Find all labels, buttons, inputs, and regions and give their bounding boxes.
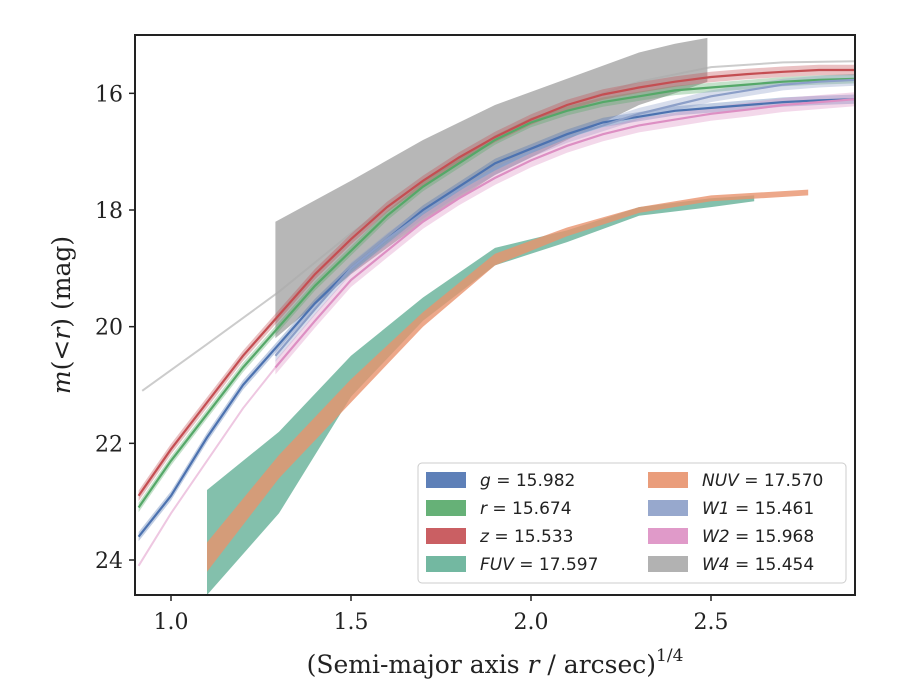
legend-swatch-nuv	[648, 472, 688, 488]
legend-swatch-z	[426, 528, 466, 544]
line-layer	[137, 68, 855, 567]
x-tick-label: 2.5	[694, 610, 729, 635]
x-tick-label: 1.0	[154, 610, 189, 635]
y-axis-label-m: m	[47, 370, 76, 394]
y-tick-label: 24	[95, 549, 123, 574]
legend-label-w1: W1 = 15.461	[702, 499, 814, 519]
series-extension-w2	[137, 366, 277, 567]
x-axis-label-var: r	[528, 650, 542, 679]
svg-text:(Semi-major axis r / arcsec)1/: (Semi-major axis r / arcsec)1/4	[307, 646, 684, 679]
legend-label-r: r = 15.674	[480, 499, 572, 519]
x-axis-label-unit: / arcsec)	[539, 650, 656, 679]
series-line-w1	[274, 78, 855, 357]
legend-swatch-w4	[648, 556, 688, 572]
series-band-w4	[275, 37, 708, 339]
series-line-r	[137, 77, 855, 509]
x-axis-label: (Semi-major axis r / arcsec)1/4	[307, 646, 684, 679]
series-line-g	[137, 98, 855, 538]
y-axis-label-open: (<	[47, 340, 76, 371]
x-tick-label: 2.0	[514, 610, 549, 635]
y-tick-label: 18	[95, 199, 123, 224]
series-line-w2	[274, 98, 855, 369]
plot-frame	[134, 34, 856, 596]
svg-text:m(<r) (mag): m(<r) (mag)	[47, 236, 76, 394]
x-axis-label-exponent: 1/4	[656, 646, 683, 666]
legend-swatch-fuv	[426, 556, 466, 572]
legend-label-w4: W4 = 15.454	[702, 555, 814, 575]
legend-label-fuv: FUV = 17.597	[480, 555, 598, 575]
y-tick-label: 16	[95, 82, 123, 107]
y-tick-label: 20	[95, 316, 123, 341]
band-layer	[138, 37, 855, 595]
x-axis-label-text: (Semi-major axis	[307, 650, 528, 679]
legend-swatch-w1	[648, 500, 688, 516]
legend-label-g: g = 15.982	[480, 471, 575, 491]
legend-swatch-w2	[648, 528, 688, 544]
y-axis-label: m(<r) (mag)	[47, 236, 76, 394]
legend-label-z: z = 15.533	[479, 527, 573, 547]
tick-layer: 1.0 1.5 2.0 2.5 16 18 20 22 24	[95, 82, 729, 635]
x-tick-label: 1.5	[334, 610, 369, 635]
y-tick-label: 22	[95, 432, 123, 457]
legend-swatch-g	[426, 472, 466, 488]
series-band-w2	[275, 92, 855, 375]
series-line-z	[137, 68, 855, 497]
y-axis-label-rest: ) (mag)	[47, 236, 76, 328]
legend-label-w2: W2 = 15.968	[702, 527, 814, 547]
legend-label-nuv: NUV = 17.570	[702, 471, 823, 491]
legend-swatch-r	[426, 500, 466, 516]
legend-box	[417, 462, 847, 584]
y-axis-label-r: r	[47, 326, 76, 340]
legend: g = 15.982 NUV = 17.570 r = 15.674 W1 = 15.…	[417, 462, 847, 584]
